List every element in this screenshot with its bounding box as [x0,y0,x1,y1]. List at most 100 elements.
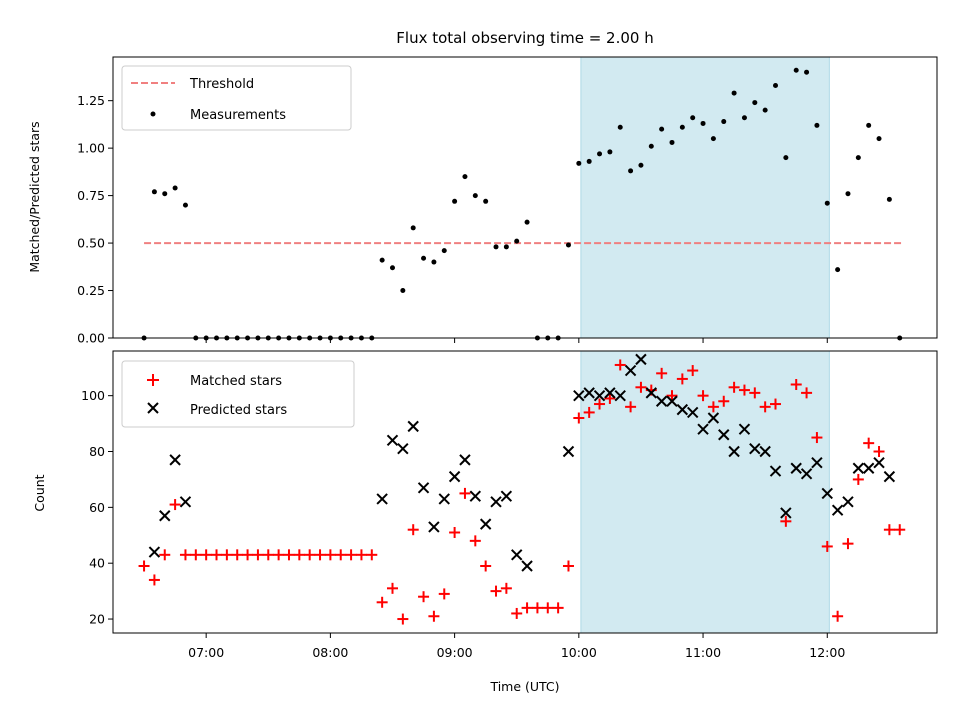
matched-star-point [707,401,719,413]
y-tick-label: 0.25 [77,283,105,298]
top-legend: Threshold Measurements [121,65,352,131]
measurement-point [565,242,571,248]
measurement-point [793,67,799,73]
predicted-star-point [821,487,833,500]
matched-star-point [759,401,771,413]
y-tick-label: 0.00 [77,331,105,346]
measurement-point [172,185,178,191]
predicted-star-point [873,456,885,469]
y-tick-label: 40 [89,556,105,571]
predicted-star-point [376,493,388,505]
predicted-star-point [624,364,637,377]
measurement-point [472,193,478,199]
legend-threshold-label: Threshold [189,77,254,92]
legend-measurements-swatch [150,111,156,117]
matched-star-point [500,582,512,594]
x-tick-label: 11:00 [685,645,721,660]
matched-star-point [573,412,585,424]
y-tick-label: 1.00 [77,141,105,156]
measurement-point [462,174,468,180]
matched-star-point [252,549,264,561]
matched-star-point [366,549,378,561]
measurement-point [866,122,872,128]
matched-star-point [863,437,875,449]
bottom-panel: 20 40 60 80 100 07:00 08:00 09:00 10:00 11:00 12:0… [32,350,938,694]
measurement-point [410,225,416,231]
predicted-star-point [469,490,482,502]
x-tick-label: 09:00 [437,645,473,660]
predicted-star-point [148,546,161,558]
predicted-star-point [635,353,647,366]
measurement-point [607,149,613,155]
predicted-star-point [728,445,740,458]
predicted-star-point [179,496,192,508]
y-tick-label: 60 [89,500,105,515]
bottom-legend: Matched stars Predicted stars [121,360,355,428]
x-tick-label: 12:00 [809,645,845,660]
matched-star-point [790,379,802,391]
y-tick-label: 1.25 [77,93,105,108]
top-panel: 0.00 0.25 0.50 0.75 1.00 1.25 Flux total obse… [27,29,938,346]
predicted-star-point [583,387,595,399]
measurement-point [804,69,810,75]
measurement-point [586,158,592,164]
axes-frame [112,350,938,634]
predicted-star-point [386,434,399,447]
matched-star-point [159,549,171,561]
predicted-star-point [448,470,461,483]
matched-star-point [200,549,212,561]
measurement-point [162,191,168,197]
matched-star-point [148,574,160,586]
measurement-point [597,151,603,157]
predicted-star-point [169,454,181,466]
matched-star-point [521,602,533,614]
y-tick-label: 80 [89,444,105,459]
measurement-point [493,244,499,250]
measurement-point [721,119,727,125]
matched-star-point [138,560,150,572]
predicted-star-point [479,518,492,530]
matched-star-point [397,613,409,625]
bottom-legend-box [121,360,355,428]
matched-star-point [511,607,523,619]
measurement-point [441,248,447,254]
matched-star-point [480,560,492,572]
measurement-point [151,189,157,195]
measurement-point [483,198,489,204]
predicted-star-point [862,462,875,474]
measurement-point [389,265,395,271]
predicted-star-point [811,456,823,469]
y-tick-label: 20 [89,612,105,627]
predicted-star-point [842,496,854,508]
top-legend-box [121,65,352,131]
matched-star-point [449,526,461,538]
predicted-star-point [738,423,751,435]
x-tick-label: 07:00 [188,645,224,660]
matched-star-point [728,381,740,393]
measurement-point [752,100,758,106]
measurement-point [835,267,841,273]
matched-star-point [738,384,750,396]
predicted-star-point [604,387,616,399]
matched-star-point [273,549,285,561]
x-tick-label: 10:00 [561,645,597,660]
matched-star-point [418,591,430,603]
top-plot-area: 0.00 0.25 0.50 0.75 1.00 1.25 [77,56,938,346]
matched-star-point [749,387,761,399]
matched-star-point [490,585,502,597]
measurement-point [710,136,716,142]
matched-star-point [428,610,440,622]
predicted-star-point [800,468,813,480]
matched-star-point [459,487,471,499]
matched-star-point [304,549,316,561]
matched-star-point [531,602,543,614]
predicted-star-point [417,482,430,494]
y-tick-label: 0.50 [77,236,105,251]
matched-star-point [242,549,254,561]
predicted-star-point [614,389,626,402]
y-tick-label: 0.75 [77,188,105,203]
matched-star-point [718,395,730,407]
predicted-star-point [718,429,730,441]
matched-star-point [438,588,450,600]
